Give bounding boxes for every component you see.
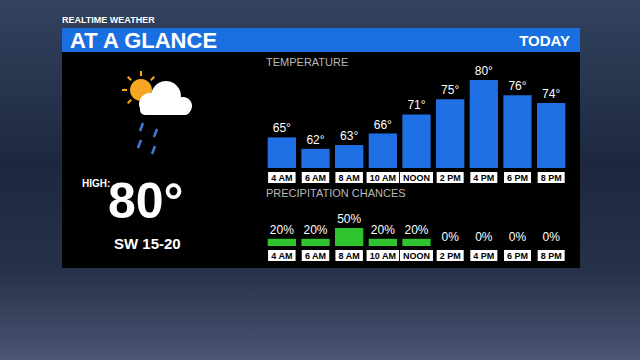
svg-text:4 AM: 4 AM [271, 173, 292, 183]
svg-text:2 PM: 2 PM [440, 173, 461, 183]
svg-text:80°: 80° [108, 173, 184, 229]
svg-text:20%: 20% [404, 223, 428, 237]
svg-text:4 PM: 4 PM [473, 173, 494, 183]
svg-text:6 AM: 6 AM [305, 251, 326, 261]
svg-text:SW 15-20: SW 15-20 [114, 235, 181, 252]
svg-text:6 PM: 6 PM [507, 173, 528, 183]
svg-text:TEMPERATURE: TEMPERATURE [266, 56, 348, 68]
svg-text:20%: 20% [270, 223, 294, 237]
svg-text:75°: 75° [441, 83, 459, 97]
svg-text:0%: 0% [475, 230, 493, 244]
svg-text:4 AM: 4 AM [271, 251, 292, 261]
svg-text:74°: 74° [542, 87, 560, 101]
svg-text:NOON: NOON [403, 251, 430, 261]
svg-text:0%: 0% [509, 230, 527, 244]
svg-text:10 AM: 10 AM [370, 173, 396, 183]
svg-text:62°: 62° [306, 133, 324, 147]
svg-text:10 AM: 10 AM [370, 251, 396, 261]
svg-text:PRECIPITATION CHANCES: PRECIPITATION CHANCES [266, 187, 406, 199]
svg-text:0%: 0% [542, 230, 560, 244]
svg-text:0%: 0% [441, 230, 459, 244]
svg-text:6 AM: 6 AM [305, 173, 326, 183]
svg-text:20%: 20% [303, 223, 327, 237]
svg-text:AT A GLANCE: AT A GLANCE [70, 28, 217, 53]
svg-text:66°: 66° [374, 118, 392, 132]
svg-text:20%: 20% [371, 223, 395, 237]
svg-text:HIGH:: HIGH: [82, 178, 110, 189]
svg-text:6 PM: 6 PM [507, 251, 528, 261]
svg-text:80°: 80° [475, 64, 493, 78]
svg-text:65°: 65° [273, 121, 291, 135]
svg-text:76°: 76° [508, 79, 526, 93]
svg-text:NOON: NOON [403, 173, 430, 183]
svg-text:8 PM: 8 PM [541, 251, 562, 261]
svg-text:REALTIME WEATHER: REALTIME WEATHER [62, 15, 155, 25]
svg-text:8 AM: 8 AM [339, 173, 360, 183]
svg-text:50%: 50% [337, 212, 361, 226]
svg-text:2 PM: 2 PM [440, 251, 461, 261]
svg-text:TODAY: TODAY [519, 32, 570, 49]
svg-text:71°: 71° [407, 98, 425, 112]
svg-text:63°: 63° [340, 129, 358, 143]
svg-text:4 PM: 4 PM [473, 251, 494, 261]
svg-text:8 PM: 8 PM [541, 173, 562, 183]
svg-text:8 AM: 8 AM [339, 251, 360, 261]
